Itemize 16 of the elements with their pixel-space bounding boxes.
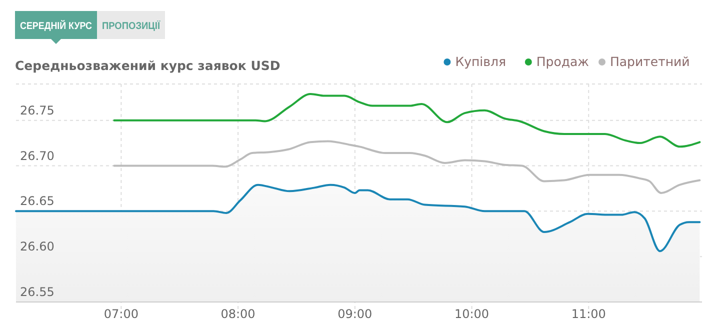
x-tick-label: 07:00 — [104, 307, 138, 321]
text: СЕРЕДНІЙ КУРС — [20, 19, 101, 32]
x-tick-label: 08:00 — [220, 307, 256, 321]
x-tick-label: 09:00 — [338, 307, 372, 321]
y-tick-label: 26.60 — [20, 240, 54, 254]
chart-title: Середньозважений курс заявок USD — [15, 58, 280, 73]
legend-label: Паритетний — [610, 54, 690, 69]
y-tick-label: 26.70 — [20, 148, 54, 163]
x-tick-label: 11:00 — [571, 307, 606, 321]
text: ПРОПОЗИЦІЇ — [102, 20, 165, 32]
legend-label: Продаж — [536, 54, 589, 69]
legend-label: Купівля — [455, 54, 506, 69]
y-tick-label: 26.75 — [20, 103, 54, 118]
y-tick-label: 26.65 — [20, 194, 54, 208]
y-tick-label: 26.55 — [20, 285, 54, 299]
x-tick-label: 10:00 — [454, 307, 490, 321]
